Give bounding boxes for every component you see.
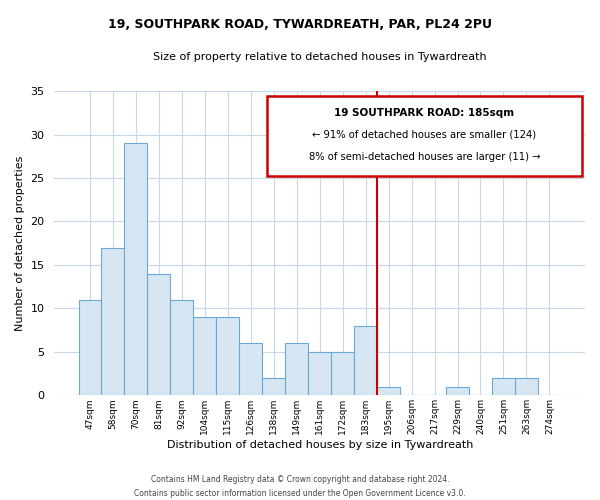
Bar bbox=[262, 378, 285, 396]
Text: ← 91% of detached houses are smaller (124): ← 91% of detached houses are smaller (12… bbox=[313, 129, 536, 139]
Bar bbox=[124, 143, 148, 396]
FancyBboxPatch shape bbox=[266, 96, 583, 176]
Bar bbox=[354, 326, 377, 396]
Bar bbox=[446, 386, 469, 396]
Text: 8% of semi-detached houses are larger (11) →: 8% of semi-detached houses are larger (1… bbox=[309, 152, 540, 162]
Text: 19, SOUTHPARK ROAD, TYWARDREATH, PAR, PL24 2PU: 19, SOUTHPARK ROAD, TYWARDREATH, PAR, PL… bbox=[108, 18, 492, 30]
Bar bbox=[101, 248, 124, 396]
Bar bbox=[79, 300, 101, 396]
Bar bbox=[331, 352, 354, 396]
Bar bbox=[170, 300, 193, 396]
X-axis label: Distribution of detached houses by size in Tywardreath: Distribution of detached houses by size … bbox=[167, 440, 473, 450]
Bar bbox=[492, 378, 515, 396]
Bar bbox=[285, 343, 308, 396]
Y-axis label: Number of detached properties: Number of detached properties bbox=[15, 156, 25, 331]
Bar bbox=[217, 317, 239, 396]
Title: Size of property relative to detached houses in Tywardreath: Size of property relative to detached ho… bbox=[153, 52, 487, 62]
Text: Contains HM Land Registry data © Crown copyright and database right 2024.
Contai: Contains HM Land Registry data © Crown c… bbox=[134, 476, 466, 498]
Bar bbox=[377, 386, 400, 396]
Bar bbox=[515, 378, 538, 396]
Text: 19 SOUTHPARK ROAD: 185sqm: 19 SOUTHPARK ROAD: 185sqm bbox=[334, 108, 515, 118]
Bar bbox=[148, 274, 170, 396]
Bar bbox=[308, 352, 331, 396]
Bar bbox=[239, 343, 262, 396]
Bar bbox=[193, 317, 217, 396]
